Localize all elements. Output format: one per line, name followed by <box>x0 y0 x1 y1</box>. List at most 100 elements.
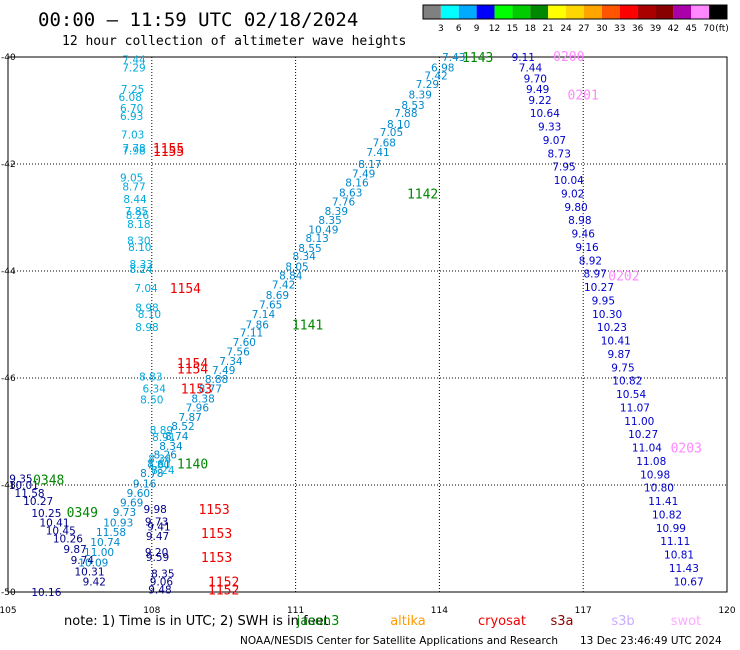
color-swatch <box>637 5 656 19</box>
series-s3a: 9.989.739.419.479.209.598.359.069.489.35… <box>9 474 175 599</box>
wave-height-label: 10.82 <box>612 376 642 388</box>
wave-height-label: 7.11 <box>240 328 263 340</box>
wave-height-label: 7.49 <box>352 169 375 181</box>
wave-height-label: 10.67 <box>674 576 704 588</box>
pass-time-label: 1153 <box>181 383 212 398</box>
color-scale-label: 15 <box>507 24 518 34</box>
wave-height-label: 8.16 <box>345 178 369 190</box>
wave-height-label: 10.23 <box>597 322 627 334</box>
color-scale-unit: (ft) <box>715 24 729 34</box>
wave-height-label: 11.41 <box>648 496 678 508</box>
wave-height-label: 9.02 <box>561 188 584 200</box>
wave-height-label: 7.60 <box>233 337 256 349</box>
wave-height-label: 7.87 <box>178 412 201 424</box>
color-swatch <box>494 5 513 19</box>
color-scale-label: 39 <box>650 24 662 34</box>
wave-height-label: 8.34 <box>148 453 172 465</box>
wave-height-label: 8.63 <box>339 187 362 199</box>
wave-height-label: 10.81 <box>664 550 694 562</box>
wave-height-label: 7.80 <box>147 460 170 472</box>
wave-height-label: 7.29 <box>416 79 439 91</box>
pass-time-label: 1141 <box>292 319 323 334</box>
pass-time-label: 1152 <box>208 575 239 590</box>
wave-height-label: 8.53 <box>401 100 424 112</box>
footer-credit: NOAA/NESDIS Center for Satellite Applica… <box>240 635 558 647</box>
wave-height-label: 11.58 <box>96 527 126 539</box>
wave-height-label: 8.98 <box>135 302 158 314</box>
wave-height-label: 10.09 <box>78 558 108 570</box>
pass-time-label: 1153 <box>201 527 232 542</box>
wave-height-label: 9.95 <box>592 295 615 307</box>
x-tick-label: 117 <box>575 606 592 616</box>
pass-time-label: 1154 <box>177 362 208 377</box>
footer-note: note: 1) Time is in UTC; 2) SWH is in fe… <box>64 614 329 629</box>
color-scale-label: 30 <box>596 24 608 34</box>
wave-height-label: 10.93 <box>103 517 133 529</box>
wave-height-label: 9.73 <box>145 516 168 528</box>
wave-height-label: 10.49 <box>308 224 338 236</box>
color-swatch <box>512 5 531 19</box>
pass-time-label: 1143 <box>462 51 493 66</box>
wave-height-label: 8.24 <box>151 465 175 477</box>
wave-height-label: 7.88 <box>394 108 417 120</box>
y-tick-label: -44 <box>1 267 16 277</box>
wave-height-label: 8.26 <box>154 450 178 462</box>
wave-height-label: 6.98 <box>431 63 454 75</box>
legend-entry-cryosat: cryosat <box>478 614 526 629</box>
color-scale-label: 27 <box>578 24 589 34</box>
wave-height-label: 9.16 <box>575 242 599 254</box>
color-scale-label: 36 <box>632 24 644 34</box>
color-scale-label: 70 <box>703 24 715 34</box>
wave-height-label: 10.27 <box>584 282 614 294</box>
color-scale-frame <box>422 4 728 20</box>
pass-time-label: 1155 <box>153 142 184 157</box>
footer-timestamp: 13 Dec 23:46:49 UTC 2024 <box>580 635 722 647</box>
wave-height-label: 10.27 <box>628 429 658 441</box>
wave-height-label: 8.89 <box>150 425 173 437</box>
wave-height-label: 10.41 <box>39 517 69 529</box>
color-scale-label: 45 <box>686 24 697 34</box>
wave-height-label: 7.96 <box>186 402 210 414</box>
wave-height-label: 10.01 <box>9 480 39 492</box>
legend-entry-s3b: s3b <box>611 614 634 629</box>
color-swatch <box>458 5 477 19</box>
wave-height-label: 7.76 <box>332 196 356 208</box>
wave-height-label: 7.25 <box>121 84 144 96</box>
color-swatch <box>548 5 567 19</box>
wave-height-label: 6.34 <box>143 384 167 396</box>
wave-height-label: 7.49 <box>212 365 235 377</box>
wave-height-label: 11.11 <box>660 536 690 548</box>
x-tick-label: 108 <box>143 606 160 616</box>
pass-time-label: 1142 <box>407 187 438 202</box>
wave-height-label: 9.98 <box>143 504 166 516</box>
footer: note: 1) Time is in UTC; 2) SWH is in fe… <box>64 614 722 647</box>
y-tick-label: -42 <box>1 160 16 170</box>
wave-height-label: 8.44 <box>123 194 147 206</box>
wave-height-label: 10.54 <box>616 389 646 401</box>
wave-height-label: 9.73 <box>113 507 136 519</box>
wave-height-label: 8.91 <box>152 432 175 444</box>
wave-height-label: 7.05 <box>380 127 403 139</box>
wave-height-label: 8.34 <box>293 251 317 263</box>
wave-height-label: 8.35 <box>151 568 174 580</box>
wave-height-label: 10.04 <box>554 175 584 187</box>
wave-height-label: 8.74 <box>165 431 189 443</box>
pass-time-label: 1154 <box>170 282 201 297</box>
color-swatch <box>601 5 620 19</box>
wave-height-label: 7.34 <box>219 356 243 368</box>
wave-height-label: 9.20 <box>145 547 168 559</box>
wave-height-label: 8.61 <box>147 459 170 471</box>
wave-height-label: 9.06 <box>150 576 174 588</box>
wave-height-label: 10.80 <box>644 483 674 495</box>
x-tick-label: 111 <box>287 606 304 616</box>
wave-height-label: 10.16 <box>31 587 61 599</box>
wave-height-label: 9.05 <box>120 172 143 184</box>
x-tick-label: 120 <box>718 606 735 616</box>
wave-height-label: 8.73 <box>548 148 571 160</box>
color-swatch <box>619 5 638 19</box>
color-scale-label: 12 <box>489 24 500 34</box>
wave-height-label: 7.42 <box>272 279 295 291</box>
wave-height-label: 8.78 <box>140 468 163 480</box>
pass-time-label: 0348 <box>33 474 64 489</box>
wave-height-label: 10.45 <box>46 525 76 537</box>
